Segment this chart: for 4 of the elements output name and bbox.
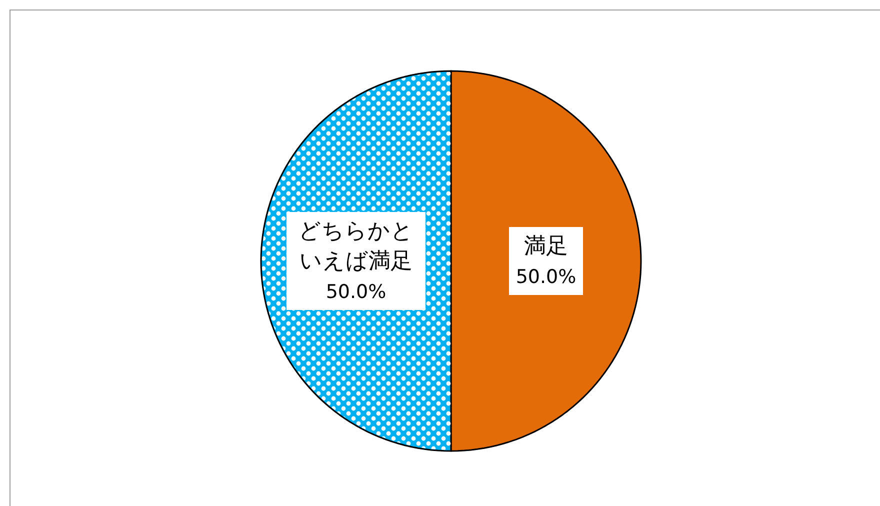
slice-label: 満足 — [524, 234, 568, 259]
data-label: 50.0% — [516, 266, 576, 288]
slice-label: どちらかといえば満足 — [298, 219, 414, 274]
data-label: 50.0% — [326, 281, 386, 303]
